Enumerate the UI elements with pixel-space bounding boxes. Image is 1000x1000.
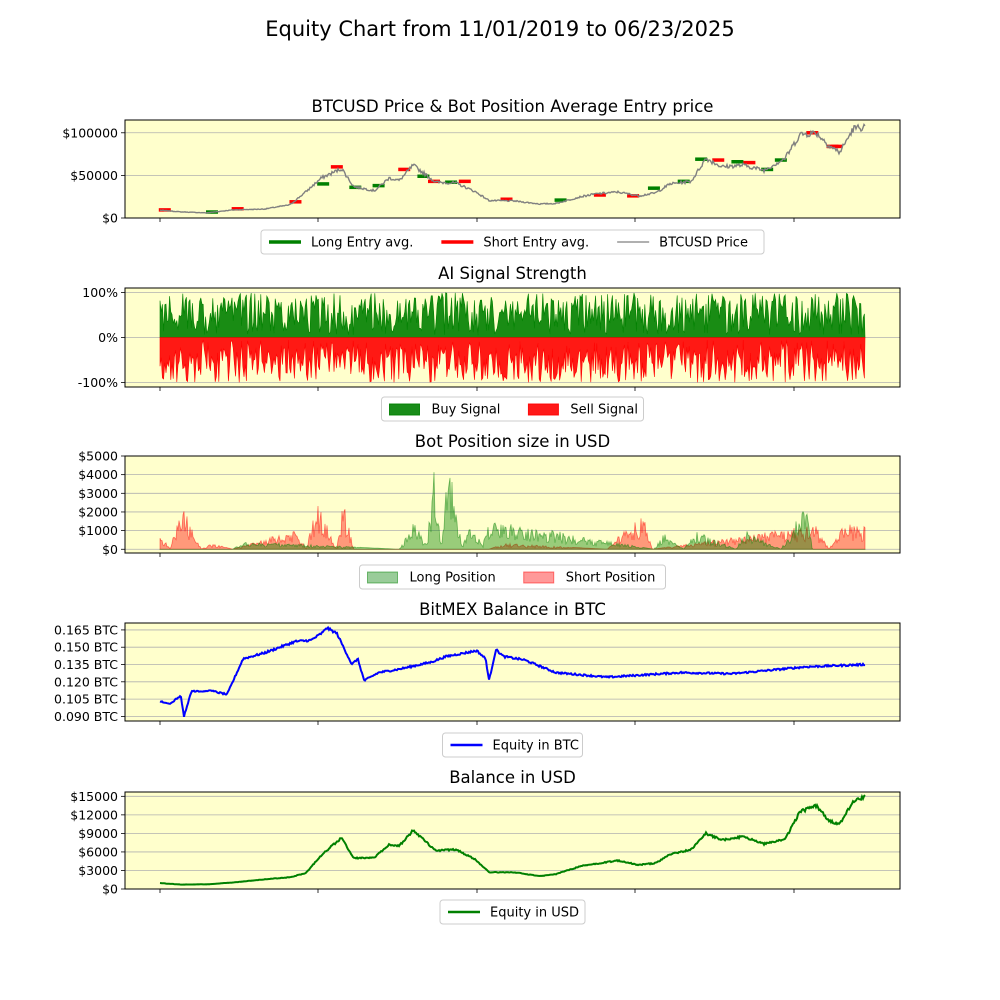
axes-background xyxy=(125,792,900,889)
axes-frame xyxy=(124,287,901,388)
axes-frame xyxy=(124,791,901,890)
y-tick-label: 100% xyxy=(82,285,118,300)
legend-box xyxy=(381,396,644,422)
legend-swatch xyxy=(523,571,555,584)
series-short-position xyxy=(159,505,866,551)
legend-swatch xyxy=(389,403,420,416)
y-tick-label: $5000 xyxy=(78,449,118,464)
axes-frame xyxy=(124,622,901,722)
axes-background xyxy=(125,623,900,721)
y-tick-label: 0.165 BTC xyxy=(54,622,118,637)
y-tick-label: $2000 xyxy=(78,504,118,519)
y-tick-label: $1000 xyxy=(78,523,118,538)
y-tick-label: $12000 xyxy=(70,807,118,822)
y-tick-label: 0.135 BTC xyxy=(54,657,118,672)
legend-box xyxy=(260,229,765,255)
axes-background xyxy=(125,120,900,218)
legend-swatch xyxy=(367,571,398,584)
plot-area xyxy=(159,793,866,886)
panel-title: BitMEX Balance in BTC xyxy=(419,600,606,619)
panel-title: Bot Position size in USD xyxy=(415,432,610,451)
legend-box xyxy=(442,732,583,758)
legend-label: BTCUSD Price xyxy=(659,236,748,251)
panel-4: BitMEX Balance in BTC 0.090 BTC 0.105 BTC 0… xyxy=(54,600,901,758)
y-tick-label: $0 xyxy=(102,211,118,226)
series-buy-signal xyxy=(159,292,866,338)
series-long-position xyxy=(159,472,866,550)
legend-label: Equity in USD xyxy=(490,906,579,921)
panel-title: AI Signal Strength xyxy=(438,264,587,283)
y-tick-label: -100% xyxy=(78,375,118,390)
axes-frame xyxy=(124,455,901,554)
y-tick-label: $50000 xyxy=(70,168,118,183)
legend-box xyxy=(439,899,586,925)
legend-label: Short Entry avg. xyxy=(483,236,589,251)
plot-area xyxy=(159,292,866,383)
legend-label: Buy Signal xyxy=(432,403,501,418)
legend: Equity in USD xyxy=(439,899,586,925)
legend: Long Entry avg. Short Entry avg. BTCUSD Pr… xyxy=(260,229,765,255)
y-tick-label: $15000 xyxy=(70,789,118,804)
y-tick-label: $100000 xyxy=(62,125,118,140)
axes-background xyxy=(125,456,900,553)
legend-label: Equity in BTC xyxy=(493,739,579,754)
plot-area xyxy=(159,472,866,551)
series-short-entry-avg- xyxy=(158,131,843,212)
y-tick-label: $4000 xyxy=(78,467,118,482)
legend-label: Long Entry avg. xyxy=(311,236,413,251)
legend-swatch xyxy=(527,403,559,416)
axes-frame xyxy=(124,119,901,219)
legend-box xyxy=(359,564,666,590)
series-equity-in-usd-line xyxy=(159,793,866,886)
plot-area xyxy=(159,625,866,718)
series-sell-signal xyxy=(159,337,866,383)
y-tick-label: 0% xyxy=(98,330,118,345)
y-tick-label: $9000 xyxy=(78,826,118,841)
panel-3: Bot Position size in USD $0 $1000 $2000 $300… xyxy=(78,432,901,590)
y-tick-label: $0 xyxy=(102,542,118,557)
y-tick-label: 0.120 BTC xyxy=(54,674,118,689)
panel-5: Balance in USD $0 $3000 $6000 $9000 $12000 $15… xyxy=(70,768,901,925)
legend: Buy Signal Sell Signal xyxy=(381,396,644,422)
legend-label: Short Position xyxy=(566,571,656,586)
legend: Long Position Short Position xyxy=(359,564,666,590)
panel-2: AI Signal Strength -100% 0% 100% Buy Signal S… xyxy=(78,264,901,422)
y-tick-label: $3000 xyxy=(78,863,118,878)
y-tick-label: $6000 xyxy=(78,844,118,859)
y-tick-label: $3000 xyxy=(78,486,118,501)
panel-title: BTCUSD Price & Bot Position Average Entr… xyxy=(312,97,714,116)
figure-title: Equity Chart from 11/01/2019 to 06/23/20… xyxy=(265,17,735,41)
panel-title: Balance in USD xyxy=(449,768,576,787)
y-tick-label: 0.105 BTC xyxy=(54,692,118,707)
legend: Equity in BTC xyxy=(442,732,583,758)
series-btcusd-price-line xyxy=(159,123,866,214)
legend-label: Sell Signal xyxy=(570,403,638,418)
y-tick-label: 0.150 BTC xyxy=(54,640,118,655)
chart-panels: BTCUSD Price & Bot Position Average Entr… xyxy=(54,97,901,925)
plot-area xyxy=(158,123,866,214)
panel-1: BTCUSD Price & Bot Position Average Entr… xyxy=(62,97,901,255)
y-tick-label: $0 xyxy=(102,882,118,897)
legend-label: Long Position xyxy=(410,571,496,586)
y-tick-label: 0.090 BTC xyxy=(54,709,118,724)
series-equity-in-btc-line xyxy=(159,625,866,718)
